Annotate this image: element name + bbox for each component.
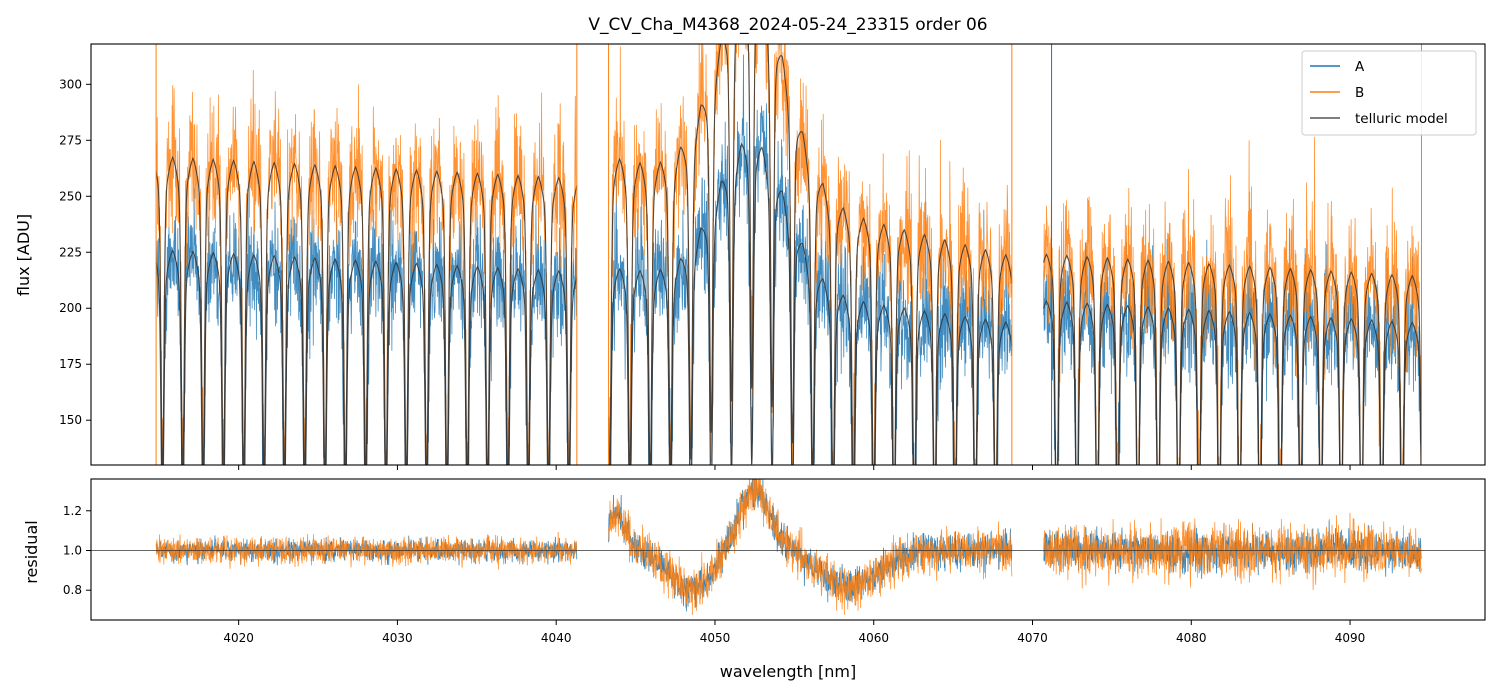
telluric-model-a-line bbox=[155, 142, 1422, 465]
x-tick-label: 4020 bbox=[223, 631, 254, 645]
flux-axis-ticks: 150 175 200 225 250 275 300 bbox=[59, 77, 1351, 470]
residual-y-tick-label: 0.8 bbox=[63, 583, 82, 597]
flux-y-tick-label: 175 bbox=[59, 357, 82, 371]
residual-b-line bbox=[155, 479, 1422, 616]
x-tick-label: 4050 bbox=[700, 631, 731, 645]
series-b-line bbox=[155, 44, 1422, 465]
residual-y-axis-label: residual bbox=[22, 520, 41, 583]
residual-y-tick-label: 1.0 bbox=[63, 543, 82, 557]
flux-y-tick-label: 150 bbox=[59, 413, 82, 427]
legend-label-b: B bbox=[1355, 85, 1364, 101]
residual-axis-ticks: 0.8 1.0 1.2 4020 4030 4040 4050 4060 4070 4080 409… bbox=[63, 504, 1365, 645]
x-axis-label: wavelength [nm] bbox=[720, 662, 857, 681]
x-tick-label: 4070 bbox=[1017, 631, 1048, 645]
x-tick-label: 4060 bbox=[858, 631, 889, 645]
flux-plot-frame bbox=[90, 43, 1486, 466]
legend-box bbox=[1301, 50, 1477, 136]
flux-plot-area bbox=[155, 44, 1422, 465]
residual-plot-frame bbox=[90, 478, 1486, 621]
residual-y-tick-label: 1.2 bbox=[63, 504, 82, 518]
x-tick-label: 4040 bbox=[541, 631, 572, 645]
x-tick-label: 4080 bbox=[1176, 631, 1207, 645]
legend-label-telluric: telluric model bbox=[1355, 111, 1448, 127]
flux-y-tick-label: 300 bbox=[59, 77, 82, 91]
x-tick-label: 4090 bbox=[1335, 631, 1366, 645]
flux-y-axis-label: flux [ADU] bbox=[14, 214, 33, 296]
flux-y-tick-label: 225 bbox=[59, 245, 82, 259]
legend: A B telluric model bbox=[1301, 50, 1477, 136]
residual-panel: 0.8 1.0 1.2 4020 4030 4040 4050 4060 4070 4080 409… bbox=[22, 478, 1486, 681]
residual-plot-area bbox=[91, 479, 1485, 616]
flux-y-tick-label: 275 bbox=[59, 133, 82, 147]
telluric-model-b-line bbox=[155, 44, 1422, 465]
legend-label-a: A bbox=[1355, 59, 1365, 75]
chart-title: V_CV_Cha_M4368_2024-05-24_23315 order 06 bbox=[588, 15, 987, 35]
flux-y-tick-label: 250 bbox=[59, 189, 82, 203]
flux-y-tick-label: 200 bbox=[59, 301, 82, 315]
x-tick-label: 4030 bbox=[382, 631, 413, 645]
flux-panel: 150 175 200 225 250 275 300 flux [ADU] A B tel… bbox=[14, 43, 1486, 470]
